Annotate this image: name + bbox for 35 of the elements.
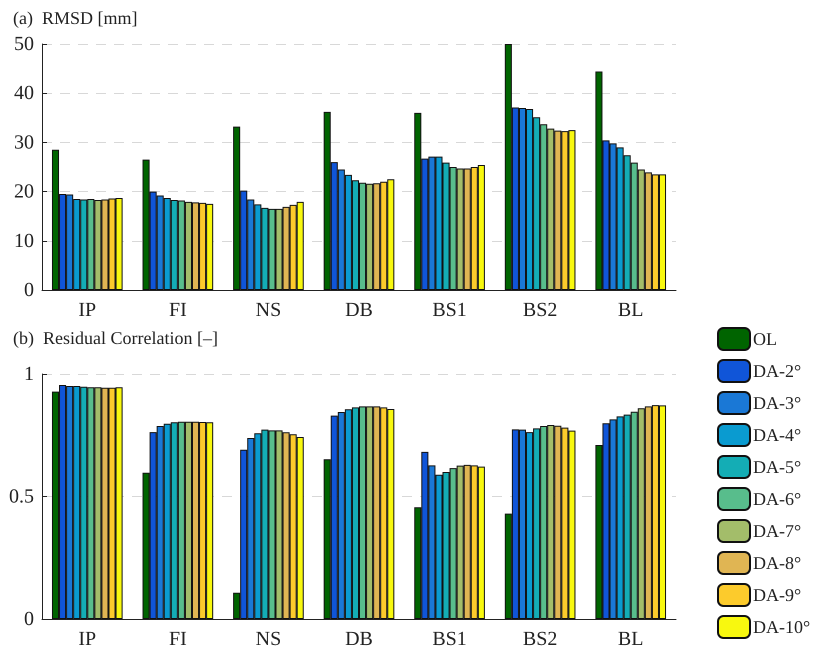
x-tick-label: BL [618, 628, 644, 650]
x-tick-label: BS2 [522, 628, 558, 650]
x-tick-label: IP [78, 628, 96, 650]
x-tick-label: FI [168, 628, 187, 650]
legend-label: DA-2° [753, 361, 802, 381]
x-tick-label: BS2 [522, 299, 558, 321]
legend-label: DA-5° [753, 457, 802, 477]
legend-label: DA-8° [753, 553, 802, 573]
legend-label: DA-9° [753, 585, 802, 605]
y-tick-label: 0 [24, 608, 34, 630]
y-tick-label: 30 [14, 131, 34, 154]
x-tick-label: IP [78, 299, 96, 321]
chart-title: (a) RMSD [mm] [13, 8, 138, 28]
legend-label: DA-10° [753, 617, 810, 637]
x-tick-label: DB [345, 299, 373, 321]
y-tick-label: 10 [14, 230, 34, 252]
y-tick-label: 1 [24, 363, 34, 385]
y-tick-label: 50 [14, 33, 34, 55]
legend-label: DA-4° [753, 425, 802, 445]
y-tick-label: 0.5 [9, 486, 34, 508]
x-tick-label: BS1 [432, 628, 467, 650]
y-tick-label: 20 [14, 180, 34, 203]
y-tick-label: 0 [24, 279, 34, 301]
x-tick-label: NS [256, 299, 282, 321]
legend-label: DA-7° [753, 521, 802, 541]
chart-title: (b) Residual Correlation [–] [13, 328, 218, 348]
x-tick-label: NS [256, 628, 282, 650]
x-tick-label: BS1 [432, 299, 467, 321]
legend-label: DA-3° [753, 393, 802, 413]
y-tick-label: 40 [14, 82, 34, 104]
x-tick-label: BL [618, 299, 644, 321]
x-tick-label: FI [168, 299, 187, 321]
x-tick-label: DB [345, 628, 373, 650]
legend-label: OL [753, 329, 777, 349]
legend-label: DA-6° [753, 489, 802, 509]
